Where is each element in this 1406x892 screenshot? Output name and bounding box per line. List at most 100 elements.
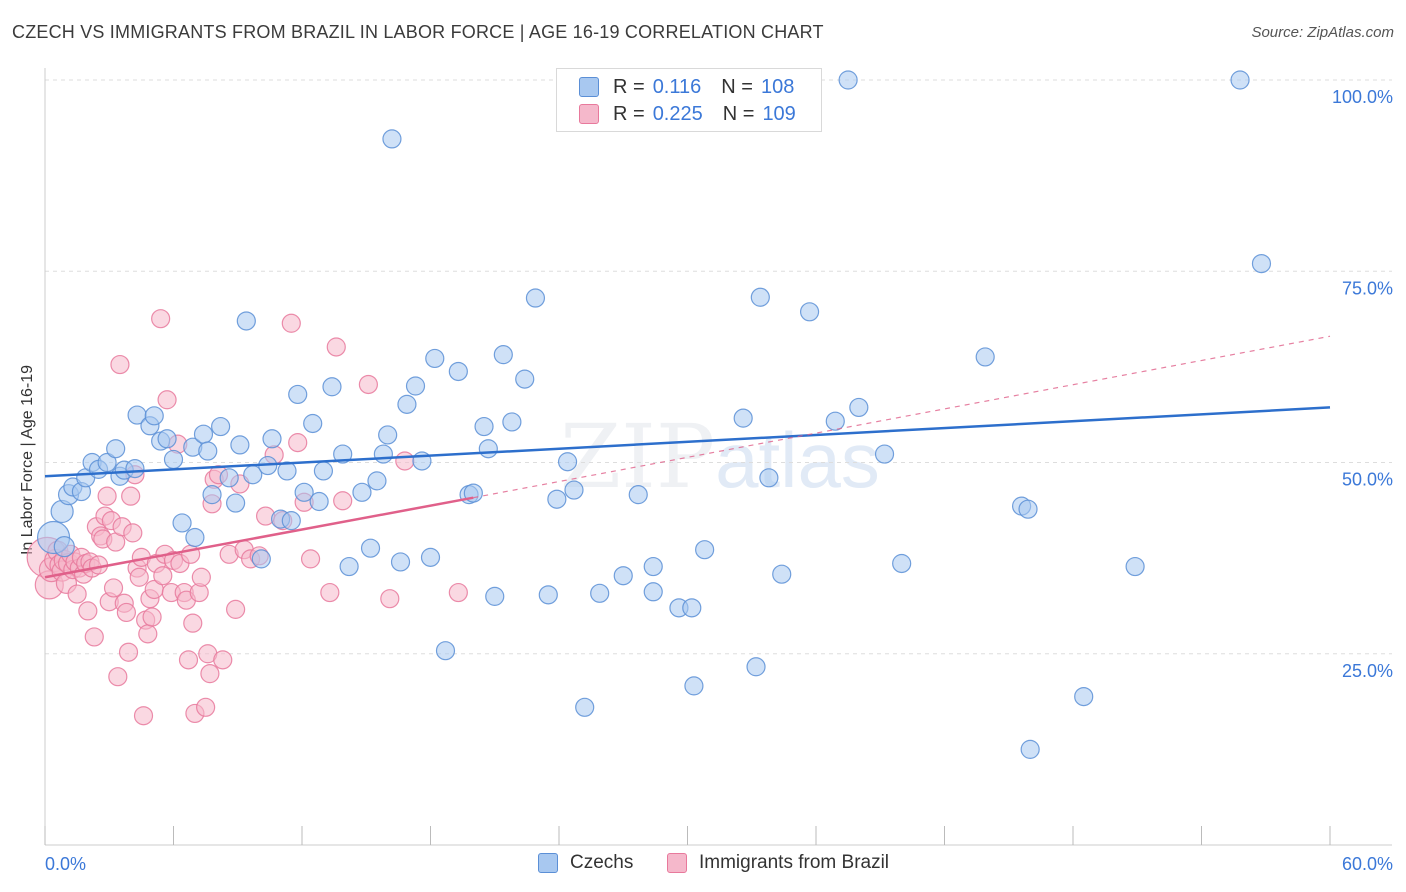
brazil-point bbox=[138, 624, 158, 644]
czech-point bbox=[193, 424, 214, 444]
czech-point bbox=[746, 657, 766, 677]
czech-point bbox=[750, 287, 770, 307]
legend-item-brazil[interactable]: Immigrants from Brazil bbox=[667, 852, 889, 874]
brazil-point bbox=[226, 599, 246, 619]
czech-point bbox=[202, 485, 222, 505]
x-tick-label: 60.0% bbox=[1342, 854, 1393, 874]
czech-point bbox=[157, 429, 177, 449]
czech-point bbox=[547, 489, 567, 509]
brazil-swatch bbox=[579, 104, 599, 124]
brazil-point bbox=[191, 567, 211, 587]
legend-item-czechs[interactable]: Czechs bbox=[538, 852, 633, 874]
brazil-point bbox=[320, 582, 340, 603]
czech-point bbox=[1251, 254, 1272, 274]
czech-point bbox=[759, 468, 779, 488]
czech-point bbox=[1020, 739, 1040, 759]
czech-point bbox=[360, 538, 381, 558]
axis-layer bbox=[44, 68, 1392, 846]
czech-point bbox=[172, 513, 192, 533]
series-legend: Czechs Immigrants from Brazil bbox=[0, 852, 1406, 878]
czech-point bbox=[211, 416, 231, 437]
brazil-swatch bbox=[667, 853, 687, 873]
czech-point bbox=[733, 408, 753, 428]
brazil-point bbox=[333, 491, 353, 511]
brazil-point bbox=[78, 601, 98, 621]
brazil-point bbox=[142, 607, 162, 627]
czech-point bbox=[382, 129, 402, 149]
czech-point bbox=[1230, 70, 1250, 90]
czech-point bbox=[322, 377, 342, 397]
czech-point bbox=[838, 70, 858, 90]
y-tick-label: 25.0% bbox=[1342, 661, 1393, 681]
stats-legend: R = 0.116 N = 108 R = 0.225 N = 109 bbox=[556, 68, 822, 132]
czech-point bbox=[525, 288, 546, 308]
brazil-point bbox=[103, 578, 124, 598]
brazil-point bbox=[129, 567, 149, 587]
czech-point bbox=[493, 345, 513, 365]
brazil-point bbox=[326, 337, 346, 357]
brazil-point bbox=[133, 706, 154, 726]
n-label: N = bbox=[721, 75, 753, 98]
czech-point bbox=[538, 585, 558, 605]
tick-labels: 25.0% 50.0% 75.0% 100.0% 0.0% 60.0% bbox=[45, 87, 1393, 874]
czech-point bbox=[333, 444, 353, 464]
czech-point bbox=[281, 511, 301, 531]
brazil-point bbox=[288, 433, 308, 453]
czech-point bbox=[975, 347, 995, 367]
brazil-point bbox=[110, 354, 130, 375]
czech-point bbox=[198, 441, 218, 461]
brazil-point bbox=[118, 642, 139, 662]
czech-point bbox=[309, 491, 329, 512]
r-value: 0.225 bbox=[652, 102, 703, 125]
czech-point bbox=[1074, 686, 1094, 707]
brazil-point bbox=[196, 697, 216, 717]
trend-lines bbox=[44, 335, 1331, 579]
czech-point bbox=[378, 425, 398, 445]
czech-point bbox=[613, 566, 633, 586]
brazil-point bbox=[157, 390, 177, 410]
chart-title: CZECH VS IMMIGRANTS FROM BRAZIL IN LABOR… bbox=[12, 22, 824, 42]
czech-point bbox=[682, 598, 702, 618]
czech-point bbox=[478, 439, 498, 459]
stats-row-czechs: R = 0.116 N = 108 bbox=[579, 75, 794, 99]
brazil-point bbox=[300, 549, 321, 569]
czech-point bbox=[502, 412, 522, 432]
czech-point bbox=[628, 485, 648, 505]
czech-point bbox=[303, 413, 323, 434]
czech-point bbox=[236, 311, 256, 331]
stats-row-brazil: R = 0.225 N = 109 bbox=[579, 102, 796, 126]
czech-point bbox=[564, 480, 584, 500]
czech-point bbox=[448, 361, 468, 382]
czech-point bbox=[106, 439, 126, 459]
czech-point bbox=[226, 493, 246, 513]
brazil-point bbox=[395, 451, 415, 471]
n-value: 108 bbox=[760, 75, 795, 98]
brazil-point bbox=[183, 613, 203, 633]
czech-point bbox=[425, 348, 445, 369]
czech-point bbox=[825, 411, 845, 431]
czech-point bbox=[277, 461, 297, 481]
czech-point bbox=[575, 697, 595, 717]
czech-point bbox=[339, 556, 359, 577]
czech-point bbox=[772, 564, 792, 584]
legend-label-czechs: Czechs bbox=[570, 852, 634, 873]
brazil-point bbox=[116, 602, 136, 623]
brazil-point bbox=[153, 566, 173, 586]
czech-point bbox=[230, 435, 250, 455]
czech-point bbox=[352, 482, 372, 502]
x-tick-label: 0.0% bbox=[45, 854, 86, 874]
czech-point bbox=[892, 553, 912, 574]
czech-point bbox=[515, 369, 535, 389]
czech-point bbox=[1125, 556, 1145, 577]
czech-point bbox=[1018, 499, 1038, 519]
czech-point bbox=[695, 540, 715, 560]
brazil-points bbox=[26, 309, 468, 726]
czech-point bbox=[219, 468, 239, 488]
r-value: 0.116 bbox=[652, 75, 702, 98]
czech-point bbox=[557, 452, 578, 472]
czech-point bbox=[390, 552, 411, 572]
czech-point bbox=[144, 406, 164, 426]
n-value: 109 bbox=[762, 102, 796, 125]
brazil-point bbox=[178, 650, 199, 670]
